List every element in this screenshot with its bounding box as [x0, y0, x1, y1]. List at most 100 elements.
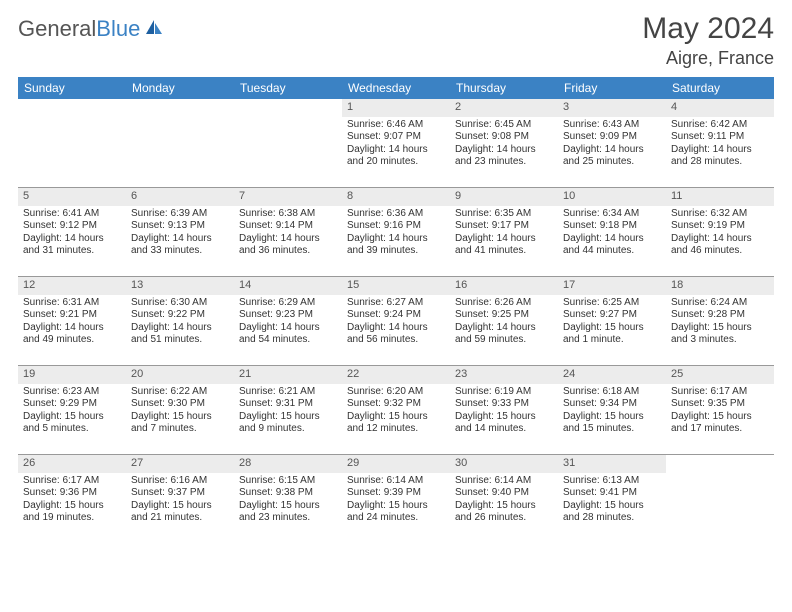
- day-cell: 3Sunrise: 6:43 AMSunset: 9:09 PMDaylight…: [558, 99, 666, 187]
- sunset-line: Sunset: 9:36 PM: [23, 487, 121, 500]
- day-info: Sunrise: 6:35 AMSunset: 9:17 PMDaylight:…: [450, 208, 558, 262]
- day-cell: 13Sunrise: 6:30 AMSunset: 9:22 PMDayligh…: [126, 277, 234, 365]
- day-cell: 20 Sunrise: 6:22 AMSunset: 9:30 PMDayligh…: [126, 366, 234, 454]
- sunrise-line: Sunrise: 6:17 AM: [23, 475, 121, 488]
- day-info: Sunrise: 6:34 AMSunset: 9:18 PMDaylight:…: [558, 208, 666, 262]
- day-cell: 24Sunrise: 6:18 AMSunset: 9:34 PMDayligh…: [558, 366, 666, 454]
- day-number: 30: [450, 455, 558, 473]
- day-info: Sunrise: 6:45 AMSunset: 9:08 PMDaylight:…: [450, 119, 558, 173]
- daylight-line: Daylight: 15 hours and 5 minutes.: [23, 411, 121, 436]
- sunrise-line: Sunrise: 6:14 AM: [347, 475, 445, 488]
- day-cell: 9 Sunrise: 6:35 AMSunset: 9:17 PMDaylight…: [450, 188, 558, 276]
- sunset-line: Sunset: 9:27 PM: [563, 309, 661, 322]
- daylight-line: Daylight: 15 hours and 28 minutes.: [563, 500, 661, 525]
- sunrise-line: Sunrise: 6:19 AM: [455, 386, 553, 399]
- sunset-line: Sunset: 9:16 PM: [347, 220, 445, 233]
- day-number: 14: [234, 277, 342, 295]
- day-number: 20: [126, 366, 234, 384]
- day-number: 1: [342, 99, 450, 117]
- sunrise-line: Sunrise: 6:31 AM: [23, 297, 121, 310]
- day-cell: 23Sunrise: 6:19 AMSunset: 9:33 PMDayligh…: [450, 366, 558, 454]
- day-number: 23: [450, 366, 558, 384]
- day-cell: 21Sunrise: 6:21 AMSunset: 9:31 PMDayligh…: [234, 366, 342, 454]
- sunset-line: Sunset: 9:34 PM: [563, 398, 661, 411]
- day-info: Sunrise: 6:15 AMSunset: 9:38 PMDaylight:…: [234, 475, 342, 529]
- daylight-line: Daylight: 15 hours and 3 minutes.: [671, 322, 769, 347]
- weekday-header: Thursday: [450, 77, 558, 99]
- day-info: Sunrise: 6:42 AMSunset: 9:11 PMDaylight:…: [666, 119, 774, 173]
- daylight-line: Daylight: 15 hours and 23 minutes.: [239, 500, 337, 525]
- calendar-body: 1Sunrise: 6:46 AMSunset: 9:07 PMDaylight…: [18, 99, 774, 543]
- day-cell: 16 Sunrise: 6:26 AMSunset: 9:25 PMDayligh…: [450, 277, 558, 365]
- day-cell: 18Sunrise: 6:24 AMSunset: 9:28 PMDayligh…: [666, 277, 774, 365]
- title-block: May 2024 Aigre, France: [642, 12, 774, 69]
- day-info: Sunrise: 6:43 AMSunset: 9:09 PMDaylight:…: [558, 119, 666, 173]
- sunset-line: Sunset: 9:30 PM: [131, 398, 229, 411]
- sunset-line: Sunset: 9:22 PM: [131, 309, 229, 322]
- day-info: Sunrise: 6:36 AMSunset: 9:16 PMDaylight:…: [342, 208, 450, 262]
- day-info: Sunrise: 6:14 AMSunset: 9:39 PMDaylight:…: [342, 475, 450, 529]
- sunset-line: Sunset: 9:38 PM: [239, 487, 337, 500]
- day-number: 12: [18, 277, 126, 295]
- sunset-line: Sunset: 9:29 PM: [23, 398, 121, 411]
- day-number: 2: [450, 99, 558, 117]
- day-number: 31: [558, 455, 666, 473]
- day-number: 27: [126, 455, 234, 473]
- daylight-line: Daylight: 14 hours and 49 minutes.: [23, 322, 121, 347]
- day-info: Sunrise: 6:32 AMSunset: 9:19 PMDaylight:…: [666, 208, 774, 262]
- daylight-line: Daylight: 15 hours and 24 minutes.: [347, 500, 445, 525]
- day-info: Sunrise: 6:17 AMSunset: 9:35 PMDaylight:…: [666, 386, 774, 440]
- daylight-line: Daylight: 15 hours and 21 minutes.: [131, 500, 229, 525]
- logo: GeneralBlue: [18, 16, 164, 42]
- day-info: Sunrise: 6:26 AMSunset: 9:25 PMDaylight:…: [450, 297, 558, 351]
- day-number: 21: [234, 366, 342, 384]
- sunset-line: Sunset: 9:28 PM: [671, 309, 769, 322]
- day-cell: 25Sunrise: 6:17 AMSunset: 9:35 PMDayligh…: [666, 366, 774, 454]
- day-cell: 15Sunrise: 6:27 AMSunset: 9:24 PMDayligh…: [342, 277, 450, 365]
- day-cell: 6Sunrise: 6:39 AMSunset: 9:13 PMDaylight…: [126, 188, 234, 276]
- sunset-line: Sunset: 9:23 PM: [239, 309, 337, 322]
- day-cell: 7Sunrise: 6:38 AMSunset: 9:14 PMDaylight…: [234, 188, 342, 276]
- daylight-line: Daylight: 14 hours and 41 minutes.: [455, 233, 553, 258]
- day-cell: 11Sunrise: 6:32 AMSunset: 9:19 PMDayligh…: [666, 188, 774, 276]
- daylight-line: Daylight: 15 hours and 9 minutes.: [239, 411, 337, 436]
- sunrise-line: Sunrise: 6:27 AM: [347, 297, 445, 310]
- weekday-header-row: SundayMondayTuesdayWednesdayThursdayFrid…: [18, 77, 774, 99]
- sunrise-line: Sunrise: 6:43 AM: [563, 119, 661, 132]
- day-info: Sunrise: 6:22 AMSunset: 9:30 PMDaylight:…: [126, 386, 234, 440]
- day-cell: 30Sunrise: 6:14 AMSunset: 9:40 PMDayligh…: [450, 455, 558, 543]
- day-number: 16: [450, 277, 558, 295]
- sunrise-line: Sunrise: 6:16 AM: [131, 475, 229, 488]
- sunset-line: Sunset: 9:12 PM: [23, 220, 121, 233]
- sunrise-line: Sunrise: 6:18 AM: [563, 386, 661, 399]
- daylight-line: Daylight: 14 hours and 31 minutes.: [23, 233, 121, 258]
- day-cell: 4Sunrise: 6:42 AMSunset: 9:11 PMDaylight…: [666, 99, 774, 187]
- week-row: 19Sunrise: 6:23 AMSunset: 9:29 PMDayligh…: [18, 366, 774, 455]
- day-cell: 1Sunrise: 6:46 AMSunset: 9:07 PMDaylight…: [342, 99, 450, 187]
- empty-cell: [18, 99, 126, 187]
- sunset-line: Sunset: 9:39 PM: [347, 487, 445, 500]
- sunset-line: Sunset: 9:25 PM: [455, 309, 553, 322]
- day-info: Sunrise: 6:13 AMSunset: 9:41 PMDaylight:…: [558, 475, 666, 529]
- day-info: Sunrise: 6:25 AMSunset: 9:27 PMDaylight:…: [558, 297, 666, 351]
- day-cell: 12Sunrise: 6:31 AMSunset: 9:21 PMDayligh…: [18, 277, 126, 365]
- day-cell: 2 Sunrise: 6:45 AMSunset: 9:08 PMDaylight…: [450, 99, 558, 187]
- sunrise-line: Sunrise: 6:46 AM: [347, 119, 445, 132]
- day-cell: 31 Sunrise: 6:13 AMSunset: 9:41 PMDayligh…: [558, 455, 666, 543]
- logo-text-gray: General: [18, 16, 96, 41]
- sunrise-line: Sunrise: 6:29 AM: [239, 297, 337, 310]
- daylight-line: Daylight: 14 hours and 20 minutes.: [347, 144, 445, 169]
- daylight-line: Daylight: 15 hours and 1 minute.: [563, 322, 661, 347]
- day-cell: 17Sunrise: 6:25 AMSunset: 9:27 PMDayligh…: [558, 277, 666, 365]
- sunset-line: Sunset: 9:19 PM: [671, 220, 769, 233]
- sunrise-line: Sunrise: 6:22 AM: [131, 386, 229, 399]
- day-cell: 8Sunrise: 6:36 AMSunset: 9:16 PMDaylight…: [342, 188, 450, 276]
- day-number: 9: [450, 188, 558, 206]
- sunrise-line: Sunrise: 6:36 AM: [347, 208, 445, 221]
- week-row: 1Sunrise: 6:46 AMSunset: 9:07 PMDaylight…: [18, 99, 774, 188]
- daylight-line: Daylight: 14 hours and 25 minutes.: [563, 144, 661, 169]
- day-info: Sunrise: 6:38 AMSunset: 9:14 PMDaylight:…: [234, 208, 342, 262]
- day-number: 29: [342, 455, 450, 473]
- day-info: Sunrise: 6:18 AMSunset: 9:34 PMDaylight:…: [558, 386, 666, 440]
- day-number: 10: [558, 188, 666, 206]
